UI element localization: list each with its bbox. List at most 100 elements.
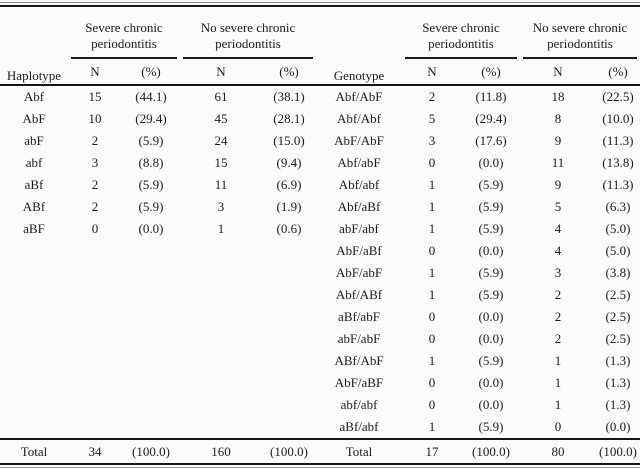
table-row: abf 3 (8.8) 15 (9.4) Abf/abF 0 (0.0) 11 … [0, 152, 640, 174]
left-severe-pct [122, 416, 180, 439]
genotype-label: AbF/aBF [334, 375, 384, 390]
left-nosevere-n [180, 306, 262, 328]
left-severe-pct [122, 394, 180, 416]
right-severe-n: 1 [428, 221, 436, 236]
right-severe-n: 0 [428, 309, 436, 324]
right-nosevere-pct: (5.0) [605, 243, 631, 258]
right-nosevere-n: 9 [554, 133, 562, 148]
left-nosevere-pct [262, 284, 316, 306]
right-severe-pct: (0.0) [478, 331, 504, 346]
percent-column-header: (%) [462, 59, 520, 86]
left-nosevere-pct [262, 328, 316, 350]
right-severe-pct: (5.9) [478, 287, 504, 302]
right-total-nosevere-pct: (100.0) [596, 438, 640, 463]
right-severe-n: 5 [428, 111, 436, 126]
right-nosevere-pct: (0.0) [605, 419, 631, 434]
left-nosevere-n [180, 350, 262, 372]
haplotype-label: AbF [22, 111, 46, 126]
table-row: aBF 0 (0.0) 1 (0.6) abF/abf 1 (5.9) 4 (5… [0, 218, 640, 240]
genotype-label: Abf/ABf [335, 287, 383, 302]
right-nosevere-pct: (1.3) [605, 397, 631, 412]
right-nosevere-pct: (2.5) [605, 309, 631, 324]
left-nosevere-n [180, 284, 262, 306]
table-row: aBf 2 (5.9) 11 (6.9) Abf/abf 1 (5.9) 9 (… [0, 174, 640, 196]
right-nosevere-pct: (5.0) [605, 221, 631, 236]
haplotype-label [0, 262, 68, 284]
left-nosevere-n [180, 262, 262, 284]
left-severe-n [68, 372, 122, 394]
n-column-header: N [180, 59, 262, 86]
left-nosevere-pct: (28.1) [273, 111, 305, 126]
table-row: ABf 2 (5.9) 3 (1.9) Abf/aBf 1 (5.9) 5 (6… [0, 196, 640, 218]
haplotype-label [0, 284, 68, 306]
genotype-label: aBf/abF [338, 309, 380, 324]
left-nosevere-pct [262, 416, 316, 439]
right-severe-n: 0 [428, 397, 436, 412]
right-severe-n: 0 [428, 375, 436, 390]
right-severe-n: 1 [428, 177, 436, 192]
right-nosevere-pct: (2.5) [605, 287, 631, 302]
left-severe-pct [122, 284, 180, 306]
right-total-severe-n: 17 [402, 438, 462, 463]
right-nosevere-n: 2 [554, 287, 562, 302]
top-rule-heavy [0, 5, 640, 7]
right-severe-group-header: Severe chronic periodontitis [402, 7, 520, 59]
percent-column-header: (%) [122, 59, 180, 86]
left-nosevere-pct [262, 350, 316, 372]
right-nosevere-n: 11 [551, 155, 565, 170]
left-severe-pct [122, 372, 180, 394]
left-nosevere-pct [262, 372, 316, 394]
left-severe-n: 3 [91, 155, 99, 170]
haplotype-label [0, 416, 68, 439]
right-severe-n: 1 [428, 265, 436, 280]
right-nosevere-pct: (11.3) [602, 133, 634, 148]
left-severe-pct: (0.0) [138, 221, 164, 236]
left-nosevere-n [180, 328, 262, 350]
left-nosevere-n [180, 372, 262, 394]
table-row: AbF/aBf 0 (0.0) 4 (5.0) [0, 240, 640, 262]
right-total-severe-pct: (100.0) [462, 438, 520, 463]
left-severe-group-header: Severe chronic periodontitis [68, 7, 180, 59]
table-row: AbF 10 (29.4) 45 (28.1) Abf/Abf 5 (29.4)… [0, 108, 640, 130]
right-nosevere-pct: (11.3) [602, 177, 634, 192]
right-severe-pct: (0.0) [478, 397, 504, 412]
right-severe-n: 1 [428, 419, 436, 434]
left-nosevere-n: 3 [217, 199, 225, 214]
bottom-rule-heavy [0, 463, 640, 465]
left-total-label: Total [0, 438, 68, 463]
left-nosevere-pct [262, 394, 316, 416]
left-severe-n: 15 [88, 89, 102, 104]
right-severe-pct: (11.8) [475, 89, 507, 104]
left-nosevere-n [180, 394, 262, 416]
right-nosevere-n: 2 [554, 331, 562, 346]
left-nosevere-n: 61 [214, 89, 228, 104]
left-severe-n: 0 [91, 221, 99, 236]
right-severe-n: 0 [428, 243, 436, 258]
sub-header-row: N (%) N (%) N (%) N (%) [0, 59, 640, 86]
left-total-severe-pct: (100.0) [122, 438, 180, 463]
right-severe-pct: (5.9) [478, 265, 504, 280]
left-nosevere-n: 45 [214, 111, 228, 126]
haplotype-genotype-table: Haplotype Severe chronic periodontitis N… [0, 7, 640, 463]
left-severe-n [68, 306, 122, 328]
right-severe-pct: (5.9) [478, 177, 504, 192]
right-severe-pct: (0.0) [478, 155, 504, 170]
genotype-label: AbF/aBf [336, 243, 382, 258]
haplotype-label [0, 372, 68, 394]
haplotype-label: Abf [23, 89, 45, 104]
left-nosevere-pct: (1.9) [276, 199, 302, 214]
genotype-column-header: Genotype [316, 7, 402, 86]
genotype-label: ABf/AbF [334, 353, 384, 368]
genotype-label: aBf/abf [339, 419, 379, 434]
right-severe-pct: (29.4) [475, 111, 507, 126]
total-row: Total 34 (100.0) 160 (100.0) Total 17 (1… [0, 438, 640, 463]
haplotype-label: aBF [23, 221, 45, 236]
left-severe-pct [122, 262, 180, 284]
right-severe-n: 3 [428, 133, 436, 148]
haplotype-label: ABf [22, 199, 46, 214]
left-severe-n: 2 [91, 133, 99, 148]
left-nosevere-n: 11 [214, 177, 228, 192]
right-severe-n: 1 [428, 199, 436, 214]
left-nosevere-pct: (15.0) [273, 133, 305, 148]
